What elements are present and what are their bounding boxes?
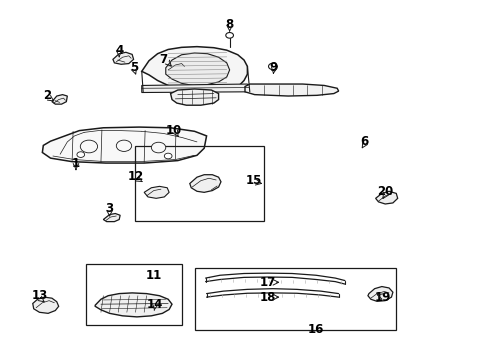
Polygon shape [190, 175, 221, 192]
Polygon shape [33, 297, 59, 313]
Text: 20: 20 [377, 185, 393, 198]
Polygon shape [103, 213, 120, 222]
Text: 10: 10 [166, 124, 182, 137]
Bar [135, 147, 264, 221]
Text: 17: 17 [260, 276, 276, 289]
Polygon shape [368, 287, 393, 301]
Text: 19: 19 [375, 291, 392, 303]
Polygon shape [113, 52, 134, 64]
Polygon shape [52, 95, 67, 104]
Text: 16: 16 [308, 323, 324, 337]
Polygon shape [142, 47, 247, 92]
Circle shape [77, 152, 85, 157]
Text: 11: 11 [146, 270, 162, 283]
Circle shape [269, 63, 277, 69]
Bar [86, 264, 182, 325]
Circle shape [151, 142, 166, 153]
Polygon shape [95, 293, 172, 317]
Text: 5: 5 [130, 60, 139, 73]
Polygon shape [42, 127, 207, 163]
Text: 6: 6 [360, 135, 368, 148]
Text: 2: 2 [43, 89, 51, 102]
Polygon shape [171, 89, 219, 105]
Circle shape [226, 32, 233, 38]
Circle shape [116, 140, 132, 152]
Text: 13: 13 [31, 289, 48, 302]
Circle shape [80, 140, 98, 153]
Polygon shape [166, 60, 186, 72]
Bar [195, 268, 396, 330]
Polygon shape [166, 53, 230, 85]
Text: 7: 7 [159, 53, 168, 66]
Text: 1: 1 [72, 157, 80, 170]
Polygon shape [376, 191, 398, 204]
Circle shape [164, 153, 172, 159]
Polygon shape [144, 186, 169, 198]
Text: 8: 8 [225, 18, 234, 31]
Text: 18: 18 [260, 291, 276, 303]
Text: 14: 14 [147, 298, 163, 311]
Text: 4: 4 [115, 44, 123, 57]
Text: 15: 15 [245, 174, 262, 187]
Polygon shape [245, 84, 339, 96]
Text: 12: 12 [127, 170, 144, 183]
Text: 9: 9 [270, 60, 278, 73]
Polygon shape [142, 84, 250, 93]
Text: 3: 3 [105, 202, 114, 215]
